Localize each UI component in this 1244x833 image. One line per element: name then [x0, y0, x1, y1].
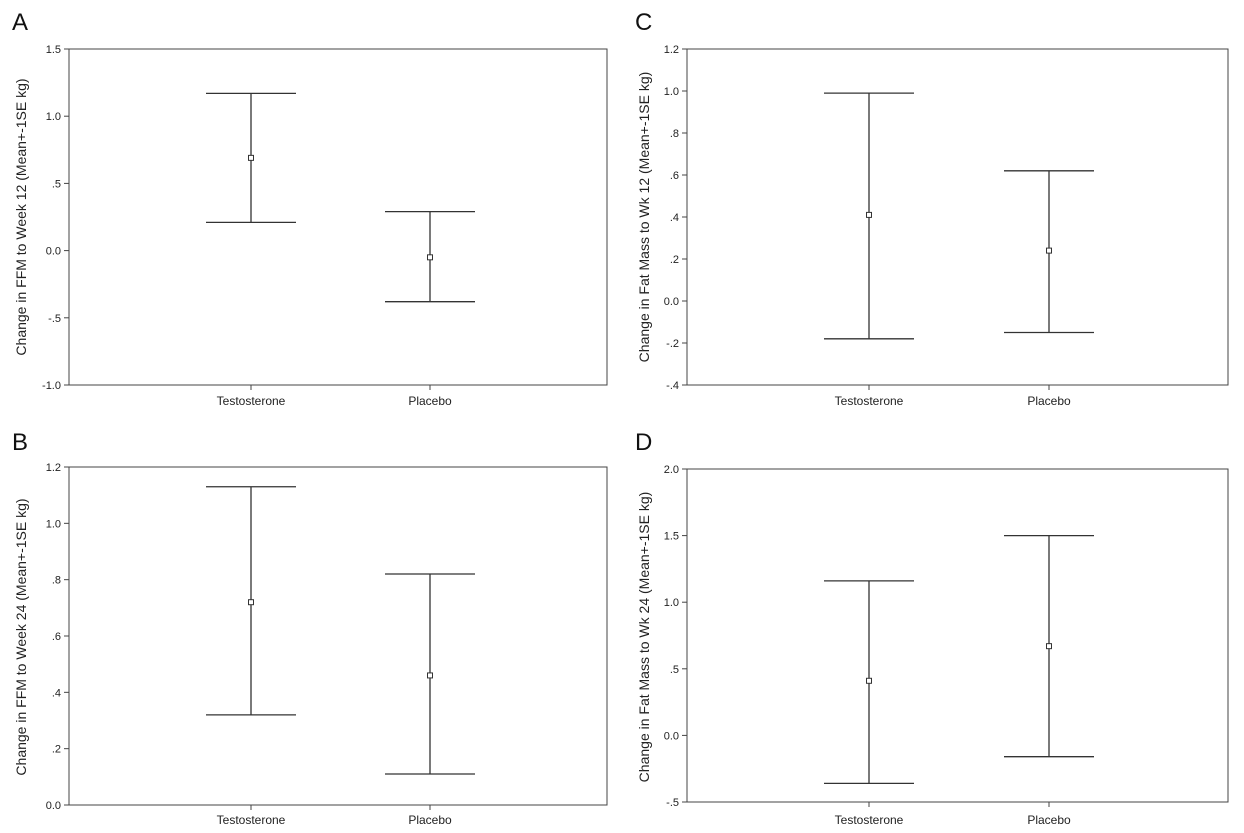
y-tick-label: .4: [52, 687, 61, 699]
y-tick-label: 1.0: [664, 597, 679, 609]
y-axis-title: Change in FFM to Week 24 (Mean+-1SE kg): [13, 498, 29, 775]
x-tick-label-testosterone: Testosterone: [835, 813, 904, 827]
plot-frame: [68, 48, 608, 386]
panel-letter: C: [635, 9, 652, 36]
y-tick-label: -.5: [666, 797, 679, 809]
y-tick-label: -.5: [48, 313, 61, 325]
y-tick-label: .5: [52, 178, 61, 190]
y-tick-label: .2: [670, 254, 679, 266]
y-tick-label: 0.0: [664, 296, 679, 308]
y-tick-label: 1.5: [664, 531, 679, 543]
y-tick-label: 0.0: [46, 246, 61, 258]
y-tick-label: 1.0: [46, 111, 61, 123]
plot-frame: [68, 466, 608, 806]
x-tick-label-testosterone: Testosterone: [217, 813, 286, 827]
panel-a: A Change in FFM to Week 12 (Mean+-1SE kg…: [12, 9, 608, 408]
y-tick-label: 1.2: [664, 44, 679, 56]
x-tick-label-placebo: Placebo: [408, 394, 452, 408]
error-bars: [824, 92, 1094, 340]
y-tick-label: 1.0: [46, 518, 61, 530]
x-tick-label-placebo: Placebo: [1027, 813, 1071, 827]
panel-d: D Change in Fat Mass to Wk 24 (Mean+-1SE…: [635, 429, 1229, 827]
error-bars: [206, 486, 475, 775]
x-tick-label-testosterone: Testosterone: [835, 394, 904, 408]
y-tick-label: -.4: [666, 380, 679, 392]
y-tick-label: 1.0: [664, 86, 679, 98]
y-axis: -1.0 -.5 0.0 .5 1.0 1.5: [42, 44, 431, 392]
y-tick-label: 2.0: [664, 464, 679, 476]
y-tick-label: .2: [52, 744, 61, 756]
mean-marker-testosterone: [248, 599, 254, 606]
mean-marker-placebo: [1046, 247, 1052, 254]
y-axis-title: Change in Fat Mass to Wk 24 (Mean+-1SE k…: [636, 492, 652, 783]
panel-letter: D: [635, 429, 652, 456]
x-tick-label-testosterone: Testosterone: [217, 394, 286, 408]
y-axis: -.4 -.2 0.0 .2 .4 .6 .8 1.0 1.2: [664, 44, 1050, 392]
y-axis-title: Change in Fat Mass to Wk 12 (Mean+-1SE k…: [636, 72, 652, 363]
y-tick-label: -.2: [666, 338, 679, 350]
y-tick-label: .8: [52, 575, 61, 587]
y-axis: -.5 0.0 .5 1.0 1.5 2.0: [664, 464, 1050, 809]
y-tick-label: .6: [670, 170, 679, 182]
y-tick-label: .5: [670, 664, 679, 676]
y-tick-label: .6: [52, 631, 61, 643]
y-tick-label: 1.5: [46, 44, 61, 56]
x-tick-label-placebo: Placebo: [1027, 394, 1071, 408]
panel-letter: B: [12, 429, 28, 456]
y-axis: 0.0 .2 .4 .6 .8 1.0 1.2: [46, 462, 431, 812]
y-tick-label: 1.2: [46, 462, 61, 474]
mean-marker-testosterone: [248, 154, 254, 161]
y-tick-label: .4: [670, 212, 679, 224]
error-bars: [824, 534, 1094, 785]
panel-c: C Change in Fat Mass to Wk 12 (Mean+-1SE…: [635, 9, 1229, 408]
y-tick-label: -1.0: [42, 380, 61, 392]
x-tick-label-placebo: Placebo: [408, 813, 452, 827]
mean-marker-placebo: [427, 672, 433, 679]
plot-frame: [686, 468, 1229, 803]
mean-marker-placebo: [427, 254, 433, 261]
panel-b: B Change in FFM to Week 24 (Mean+-1SE kg…: [12, 429, 608, 827]
y-tick-label: 0.0: [664, 730, 679, 742]
mean-marker-placebo: [1046, 643, 1052, 650]
panel-letter: A: [12, 9, 28, 36]
mean-marker-testosterone: [866, 677, 872, 684]
plot-frame: [686, 48, 1229, 386]
y-tick-label: 0.0: [46, 800, 61, 812]
mean-marker-testosterone: [866, 211, 872, 218]
y-axis-title: Change in FFM to Week 12 (Mean+-1SE kg): [13, 78, 29, 355]
error-bars: [206, 92, 475, 303]
y-tick-label: .8: [670, 128, 679, 140]
